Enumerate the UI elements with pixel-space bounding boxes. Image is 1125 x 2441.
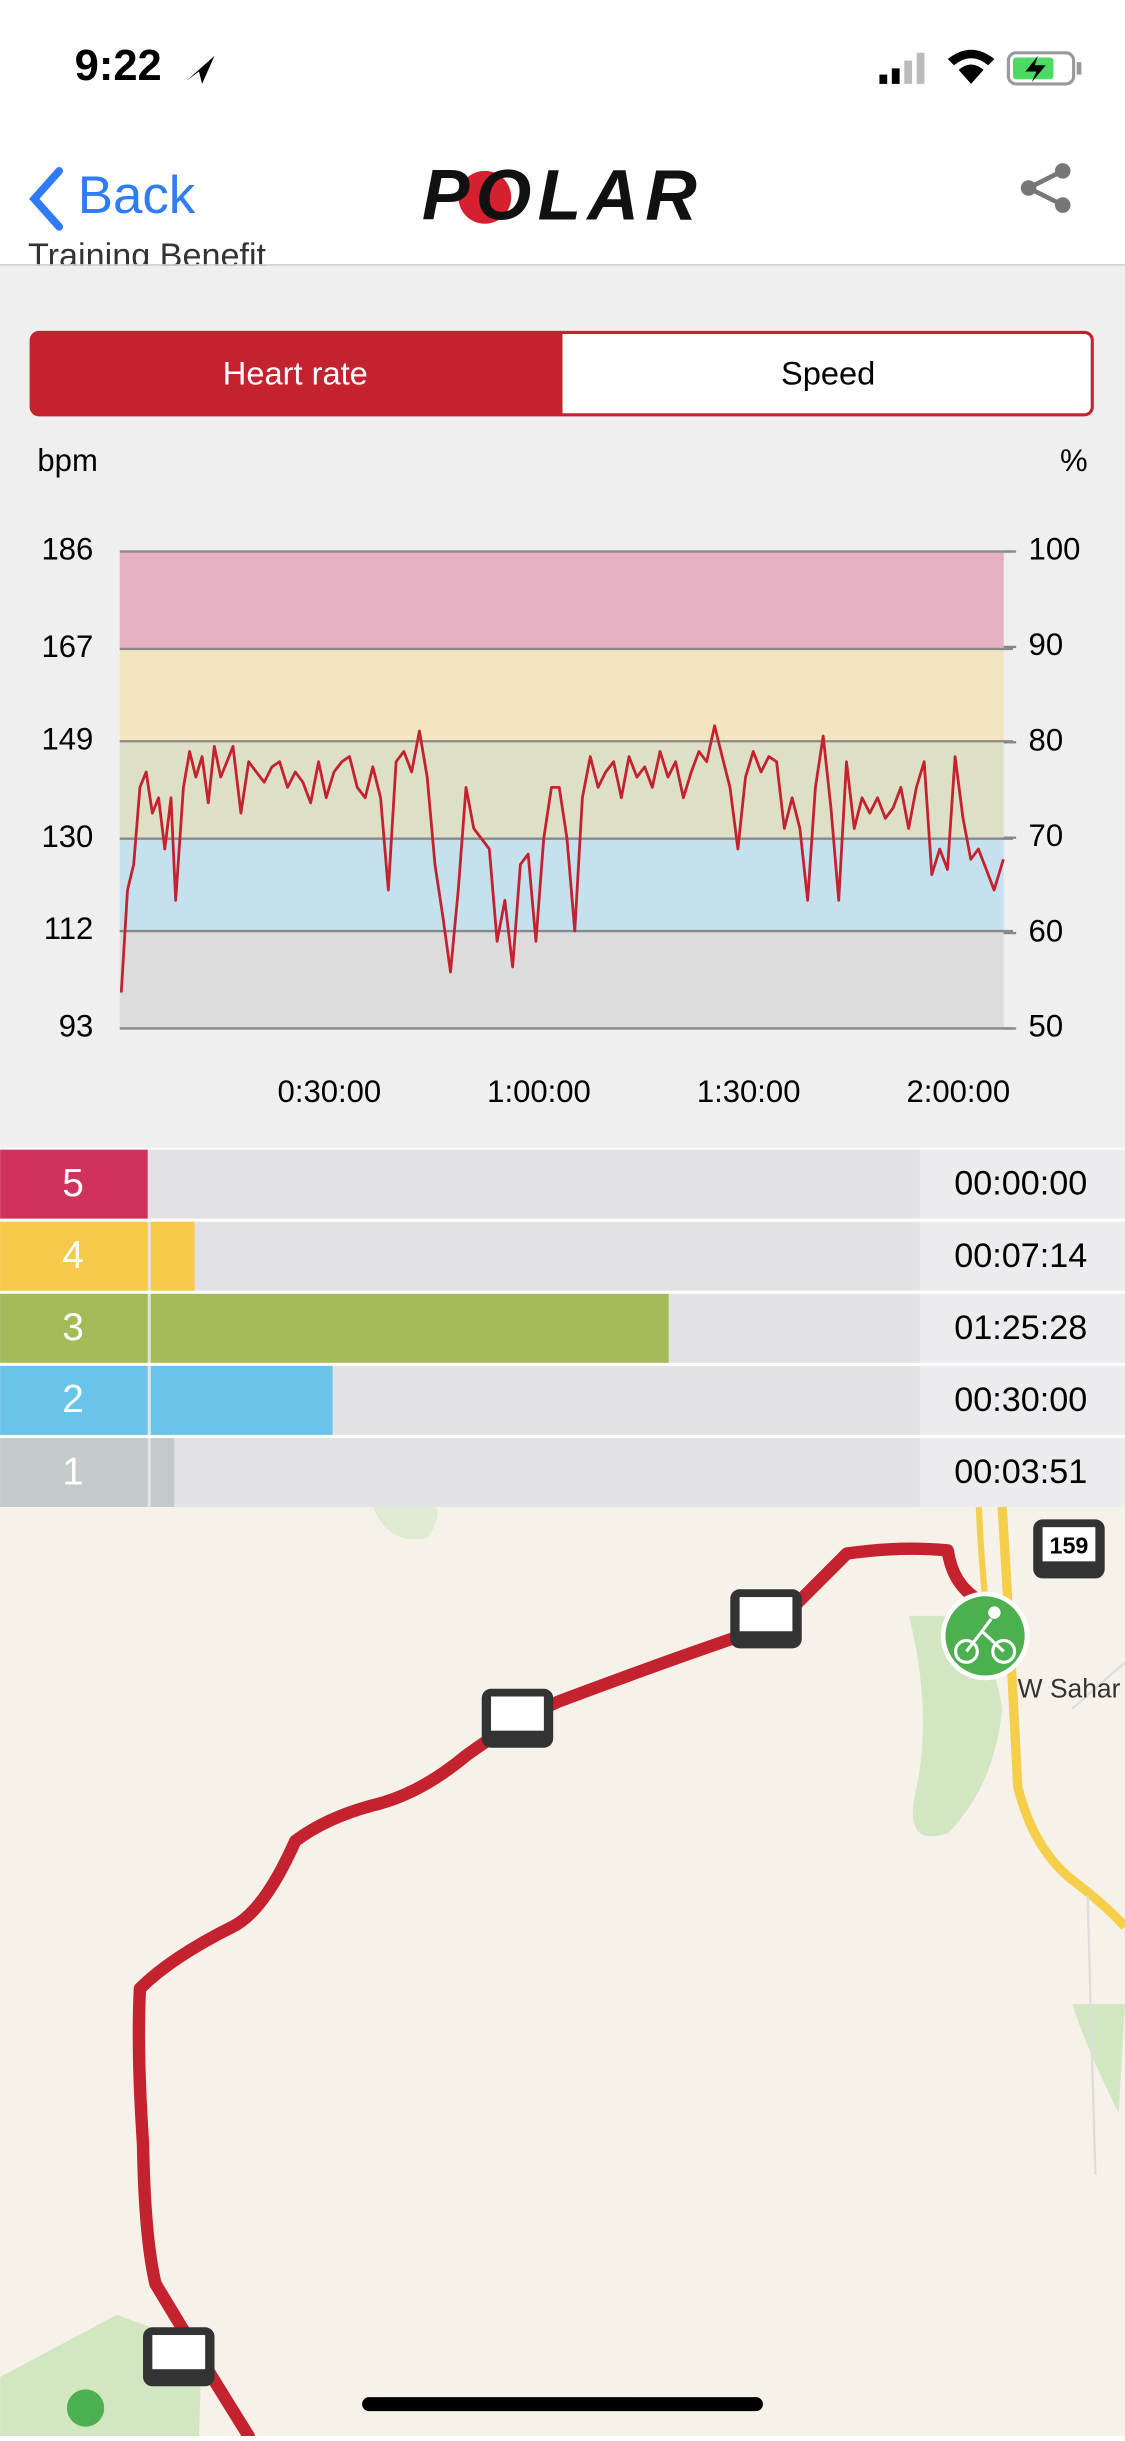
back-chevron[interactable]	[29, 167, 64, 231]
zone-time: 00:07:14	[954, 1237, 1087, 1275]
y2-tick-label: 80	[1029, 722, 1064, 757]
zone-time: 00:30:00	[954, 1381, 1087, 1419]
zone-swatch	[0, 1437, 148, 1507]
tab-active[interactable]	[31, 332, 563, 415]
zone-label: 4	[62, 1234, 84, 1277]
map: 159 W Sahar	[0, 1506, 1125, 2441]
zone-swatch	[0, 1221, 148, 1291]
x-tick-label: 1:30:00	[697, 1074, 801, 1109]
zone-bar	[150, 1221, 195, 1291]
battery-icon	[1006, 51, 1082, 86]
y2-tick-label: 60	[1029, 913, 1064, 948]
home-indicator	[362, 2397, 763, 2412]
zone-label: 2	[62, 1378, 84, 1421]
zone-band	[119, 648, 1004, 742]
heart-rate-line	[119, 724, 1005, 993]
y-tick-label: 186	[41, 532, 93, 567]
zone-band	[119, 551, 1004, 649]
y-tick-label: 130	[41, 819, 93, 854]
location-icon	[186, 55, 215, 84]
zone-band	[119, 931, 1004, 1029]
zone-bar	[150, 1365, 333, 1435]
zone-bar	[150, 1293, 669, 1363]
y-tick-label: 167	[41, 629, 93, 664]
zone-time: 00:03:51	[954, 1453, 1087, 1491]
wifi-icon	[947, 49, 995, 84]
tab-heart-rate[interactable]: Heart rate	[223, 355, 368, 392]
zone-band	[119, 741, 1004, 839]
logo: POLAR	[422, 155, 703, 235]
zone-bar	[150, 1437, 175, 1507]
tab-speed[interactable]: Speed	[781, 355, 875, 392]
header	[0, 0, 1125, 243]
y-tick-label: 93	[59, 1009, 94, 1044]
zone-time-cell	[919, 1293, 1125, 1363]
y2-axis-label: %	[1060, 443, 1088, 478]
signal-icon	[879, 52, 925, 84]
street-label: W Sahar	[1018, 1673, 1121, 1703]
zone-label: 1	[62, 1450, 84, 1493]
zone-swatch	[0, 1149, 148, 1219]
zone-time-cell	[919, 1437, 1125, 1507]
zone-label: 5	[62, 1162, 84, 1205]
y2-tick-label: 100	[1029, 532, 1081, 567]
zone-table: 5 00:00:00 4 00:07:14 3 01:25:28 2 00:30:00 1 00:…	[0, 1149, 1125, 1507]
y2-tick-label: 70	[1029, 818, 1064, 853]
zone-swatch	[0, 1365, 148, 1435]
x-tick-label: 1:00:00	[487, 1074, 591, 1109]
y-axis-label: bpm	[37, 443, 97, 478]
zone-label: 3	[62, 1306, 84, 1349]
share-icon[interactable]	[1020, 163, 1071, 213]
zone-time-cell	[919, 1221, 1125, 1291]
plot: 93 112 130 149 167 186 50 60 70 80 90 100 0:30:00 1:0…	[41, 532, 1080, 1109]
zone-time-cell	[919, 1149, 1125, 1219]
zone-time: 01:25:28	[954, 1309, 1087, 1347]
y2-tick-label: 90	[1029, 627, 1064, 662]
zone-time: 00:00:00	[954, 1165, 1087, 1203]
road-sign-label: 159	[1050, 1533, 1089, 1559]
y2-tick-label: 50	[1029, 1009, 1064, 1044]
y-tick-label: 112	[44, 911, 94, 946]
zone-time-cell	[919, 1365, 1125, 1435]
x-tick-label: 0:30:00	[278, 1074, 382, 1109]
zone-swatch	[0, 1293, 148, 1363]
zone-band	[119, 838, 1004, 932]
x-tick-label: 2:00:00	[906, 1074, 1010, 1109]
status-time: 9:22	[75, 42, 162, 90]
logo-mark	[458, 170, 512, 224]
back-button[interactable]: Back	[78, 166, 196, 225]
y-tick-label: 149	[41, 721, 93, 756]
